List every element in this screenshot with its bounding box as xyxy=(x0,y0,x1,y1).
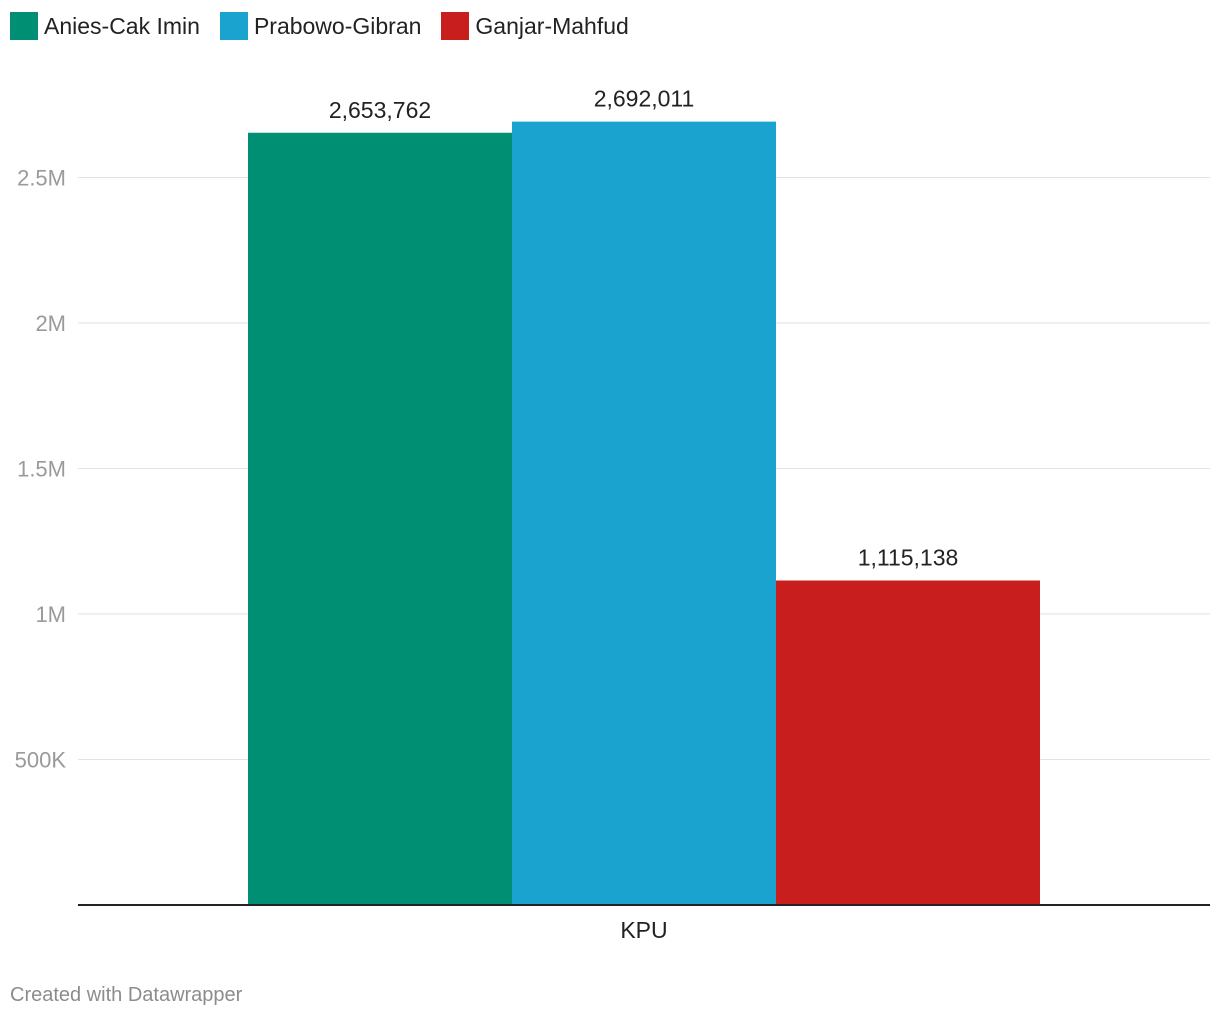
bar-ganjar-mahfud xyxy=(776,580,1040,905)
legend-label: Prabowo-Gibran xyxy=(253,12,422,39)
legend-item: Prabowo-Gibran xyxy=(219,12,422,40)
legend-item: Ganjar-Mahfud xyxy=(441,12,629,40)
legend-label: Ganjar-Mahfud xyxy=(475,12,629,39)
data-label: 2,653,762 xyxy=(329,97,431,123)
y-tick-label: 2M xyxy=(35,311,66,336)
legend-swatch xyxy=(219,12,248,40)
legend-swatch xyxy=(441,12,470,40)
chart-legend: Anies-Cak Imin Prabowo-Gibran Ganjar-Mahfu… xyxy=(10,10,649,42)
data-label: 1,115,138 xyxy=(858,544,959,570)
footer-credit: Created with Datawrapper xyxy=(10,984,243,1006)
x-tick-label: KPU xyxy=(620,917,667,943)
data-label: 2,692,011 xyxy=(594,86,695,112)
y-tick-label: 500K xyxy=(15,748,67,773)
y-tick-label: 1M xyxy=(35,602,66,627)
y-tick-label: 1.5M xyxy=(17,457,66,482)
y-tick-label: 2.5M xyxy=(17,166,66,191)
bar-chart: 500K 1M 1.5M 2M 2.5M 2,653,762 2,692,011 1,115,… xyxy=(15,86,1210,943)
legend-label: Anies-Cak Imin xyxy=(44,12,200,39)
legend-swatch xyxy=(10,12,38,40)
bar-prabowo-gibran xyxy=(512,121,776,905)
legend-item: Anies-Cak Imin xyxy=(10,12,200,40)
bar-anies-cak-imin xyxy=(248,132,512,906)
